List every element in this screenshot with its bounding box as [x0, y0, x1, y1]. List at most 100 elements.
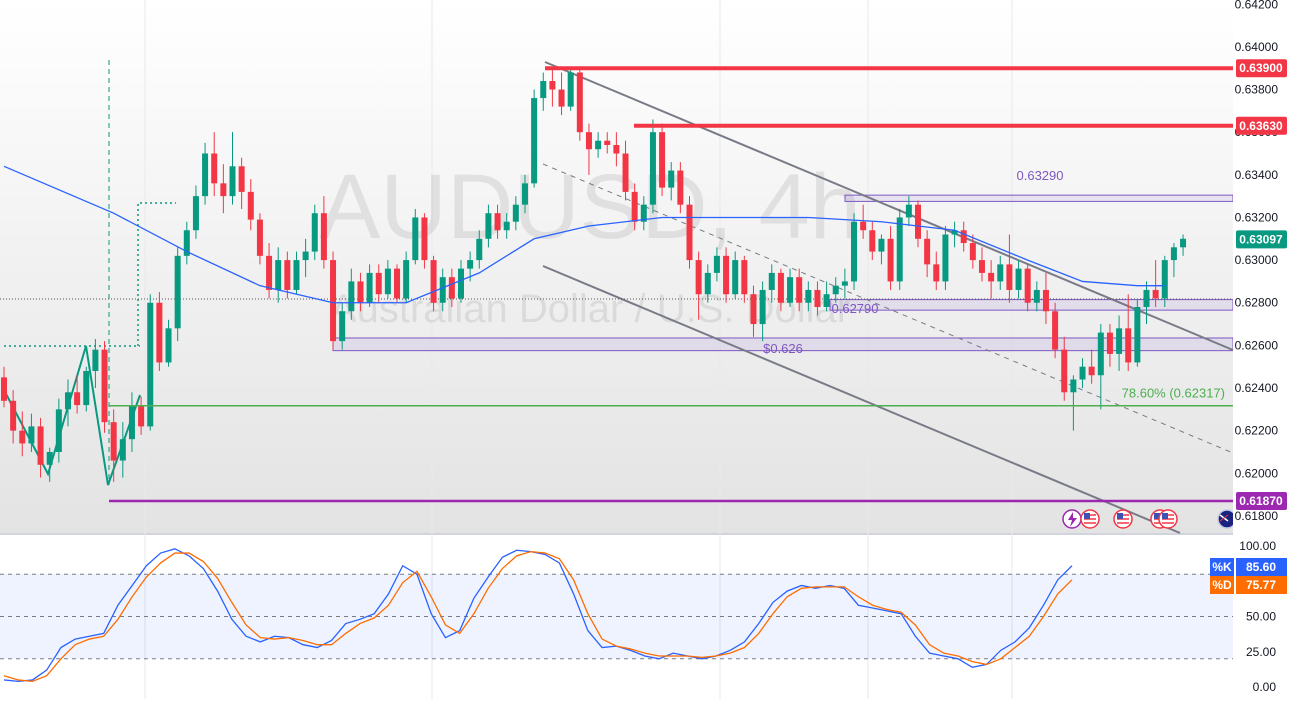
- candle-body: [576, 72, 583, 133]
- candle-body: [521, 183, 528, 205]
- candle-body: [1088, 366, 1095, 376]
- candle-body: [348, 281, 355, 312]
- candle-body: [339, 311, 346, 342]
- candle-body: [512, 204, 519, 222]
- candle-body: [951, 230, 958, 235]
- level-price-tag[interactable]: 0.61870: [1236, 492, 1287, 511]
- candle-body: [238, 166, 245, 192]
- candle: [357, 272, 364, 312]
- candle: [668, 162, 675, 201]
- candle: [128, 392, 135, 452]
- candle-body: [366, 272, 373, 303]
- k-value: 85.60: [1246, 560, 1276, 574]
- event-flag-canton: [1084, 513, 1090, 519]
- candle: [92, 338, 99, 389]
- candle: [558, 72, 565, 116]
- channel-midline: [542, 163, 1234, 454]
- stochastic-k-tag[interactable]: %K 85.60: [1210, 558, 1287, 576]
- candle-body: [165, 328, 172, 363]
- candle-body: [247, 191, 254, 220]
- candle: [83, 366, 90, 412]
- zone-label: 0.62790: [832, 301, 879, 316]
- candle: [540, 72, 547, 111]
- candle: [659, 123, 666, 197]
- candle: [156, 292, 163, 371]
- candle-body: [92, 349, 99, 371]
- price-tag-label: 0.61870: [1239, 494, 1283, 508]
- price-tag-bg: [1236, 59, 1287, 78]
- price-axis[interactable]: 0.61800 0.62000 0.62200 0.62400 0.62600 0.628…: [1210, 0, 1287, 694]
- candle-body: [211, 153, 218, 184]
- candle: [165, 319, 172, 367]
- candle-body: [796, 277, 803, 303]
- candle: [622, 140, 629, 201]
- candle: [832, 277, 839, 303]
- candle: [750, 285, 757, 337]
- candle-body: [1170, 247, 1177, 261]
- candle: [202, 142, 209, 205]
- us-flag-icon[interactable]: [1080, 509, 1100, 529]
- candle-body: [640, 204, 647, 222]
- candle-body: [448, 277, 455, 299]
- candle: [64, 379, 71, 427]
- price-axis-tick: 0.62000: [1235, 466, 1279, 480]
- price-axis-tick: 0.63400: [1235, 168, 1279, 182]
- candle-body: [229, 166, 236, 197]
- candle: [549, 68, 556, 107]
- candle-body: [869, 230, 876, 252]
- level-price-tag[interactable]: 0.63900: [1236, 59, 1287, 78]
- candle-body: [430, 260, 437, 303]
- candle: [1106, 324, 1113, 367]
- candle: [777, 268, 784, 312]
- oscillator-axis-tick: 50.00: [1246, 610, 1276, 624]
- australia-flag-icon[interactable]: [1217, 509, 1237, 529]
- candle: [887, 225, 894, 290]
- candle-body: [933, 264, 940, 282]
- candle-body: [503, 221, 510, 231]
- candle: [677, 162, 684, 214]
- candle-body: [302, 251, 309, 261]
- candle: [723, 247, 730, 303]
- last-price-tag[interactable]: 0.63097: [1236, 230, 1287, 249]
- candle-body: [101, 349, 108, 423]
- candle: [969, 234, 976, 269]
- candle-body: [1042, 289, 1049, 312]
- candle: [421, 213, 428, 269]
- candle-body: [174, 255, 181, 329]
- us-flag-icon[interactable]: [1158, 509, 1178, 529]
- candle-body: [10, 400, 17, 431]
- k-name: %K: [1212, 560, 1232, 574]
- candle-body: [1006, 264, 1013, 290]
- candle-body: [860, 221, 867, 231]
- stochastic-d-tag[interactable]: %D 75.77: [1210, 576, 1287, 594]
- candle: [1061, 336, 1068, 401]
- candle: [649, 119, 656, 214]
- candle: [430, 255, 437, 312]
- us-flag-icon[interactable]: [1113, 509, 1133, 529]
- candle-body: [1152, 289, 1159, 299]
- candle-body: [631, 191, 638, 222]
- candle-body: [284, 260, 291, 290]
- level-price-tag[interactable]: 0.63630: [1236, 116, 1287, 135]
- candle: [997, 255, 1004, 290]
- candle: [1015, 260, 1022, 299]
- candle: [604, 132, 611, 154]
- k-name-bg: [1210, 558, 1234, 576]
- candle: [74, 375, 81, 414]
- candle: [640, 196, 647, 231]
- event-flag-canton: [1162, 513, 1168, 519]
- candle: [1097, 324, 1104, 410]
- candle-body: [138, 405, 145, 427]
- candle-body: [851, 221, 858, 282]
- candle: [814, 281, 821, 316]
- candle: [119, 422, 126, 478]
- price-axis-tick: 0.62400: [1235, 381, 1279, 395]
- candle: [284, 251, 291, 299]
- candle: [394, 264, 401, 303]
- candle-body: [1134, 307, 1141, 363]
- candle: [138, 396, 145, 435]
- candle-body: [978, 260, 985, 273]
- candle: [348, 268, 355, 320]
